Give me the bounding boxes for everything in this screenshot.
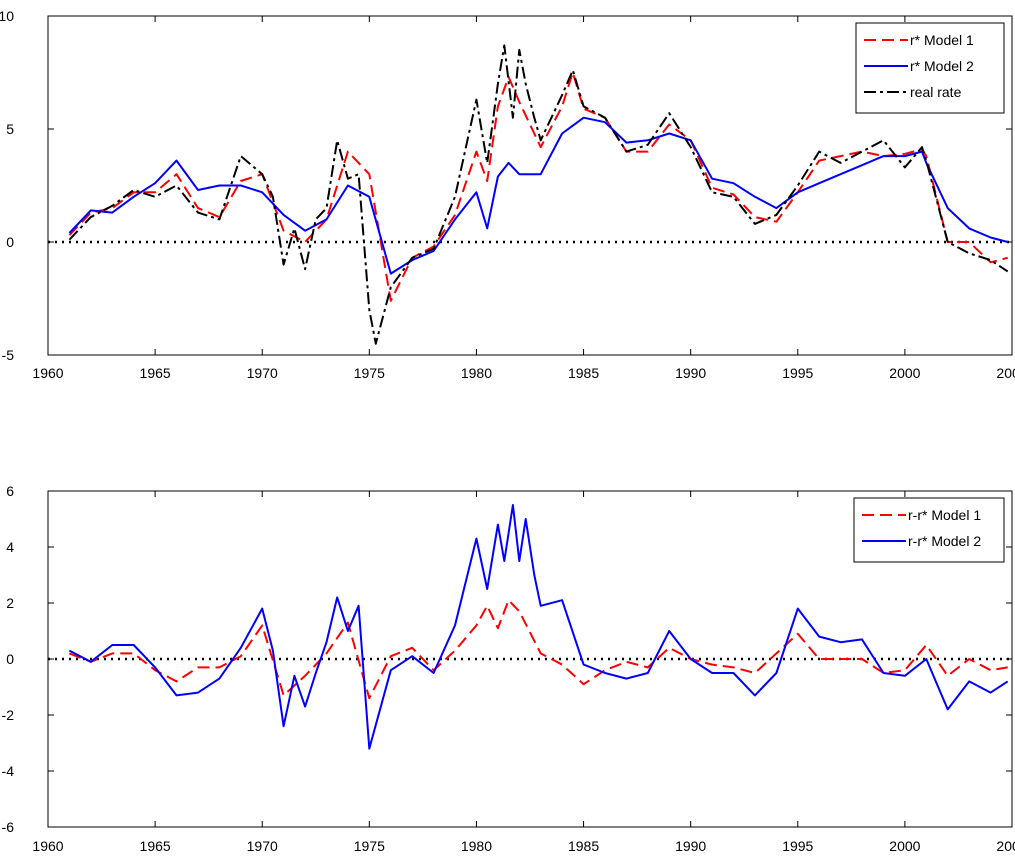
- chart-top: 1960 1965 1970 1975 1980 1985 1990 1995 2000 2005…: [0, 8, 1015, 381]
- legend-label: r* Model 1: [910, 32, 974, 48]
- legend: r* Model 1 r* Model 2 real rate: [855, 22, 1005, 114]
- y-tick-label: 10: [0, 8, 14, 24]
- legend-label: real rate: [910, 84, 962, 100]
- legend-box: [855, 22, 1005, 114]
- y-tick-label: 2: [6, 595, 14, 611]
- series-line-2: [68, 504, 1009, 750]
- y-tick-label: -6: [2, 819, 15, 835]
- x-tick-label: 2005: [996, 365, 1015, 381]
- y-tick-label: -5: [2, 347, 15, 363]
- series-line-1: [68, 71, 1008, 302]
- plot-area: [47, 15, 1013, 356]
- legend-label: r-r* Model 1: [908, 507, 981, 523]
- x-tick-label: 2000: [889, 838, 920, 854]
- x-tick-label: 1980: [461, 365, 492, 381]
- x-tick-label: 1990: [675, 365, 706, 381]
- series-line-2: [68, 116, 1008, 275]
- series-line-3: [68, 44, 1009, 345]
- legend-label: r-r* Model 2: [908, 533, 981, 549]
- x-tick-label: 1985: [568, 838, 599, 854]
- x-tick-label: 1965: [140, 838, 171, 854]
- x-tick-label: 1970: [247, 838, 278, 854]
- series-line-1: [69, 599, 1008, 700]
- y-tick-label: 5: [6, 121, 14, 137]
- x-tick-label: 1975: [354, 838, 385, 854]
- y-tick-label: 0: [6, 234, 14, 250]
- x-tick-label: 1975: [354, 365, 385, 381]
- legend: r-r* Model 1 r-r* Model 2: [853, 497, 1005, 563]
- x-tick-label: 1980: [461, 838, 492, 854]
- x-tick-label: 1970: [247, 365, 278, 381]
- x-tick-label: 2005: [996, 838, 1015, 854]
- x-tick-label: 1990: [675, 838, 706, 854]
- y-tick-label: -2: [2, 707, 15, 723]
- y-tick-label: 6: [6, 483, 14, 499]
- legend-box: [853, 497, 1005, 563]
- x-tick-label: 1960: [32, 838, 63, 854]
- x-tick-label: 1965: [140, 365, 171, 381]
- x-tick-label: 1995: [782, 365, 813, 381]
- y-tick-label: 4: [6, 539, 14, 555]
- y-tick-label: -4: [2, 763, 15, 779]
- legend-label: r* Model 2: [910, 58, 974, 74]
- x-tick-label: 1995: [782, 838, 813, 854]
- x-tick-label: 2000: [889, 365, 920, 381]
- x-tick-label: 1960: [32, 365, 63, 381]
- x-tick-label: 1985: [568, 365, 599, 381]
- y-tick-label: 0: [6, 651, 14, 667]
- chart-bottom: 1960 1965 1970 1975 1980 1985 1990 1995 2000 2005…: [2, 483, 1015, 854]
